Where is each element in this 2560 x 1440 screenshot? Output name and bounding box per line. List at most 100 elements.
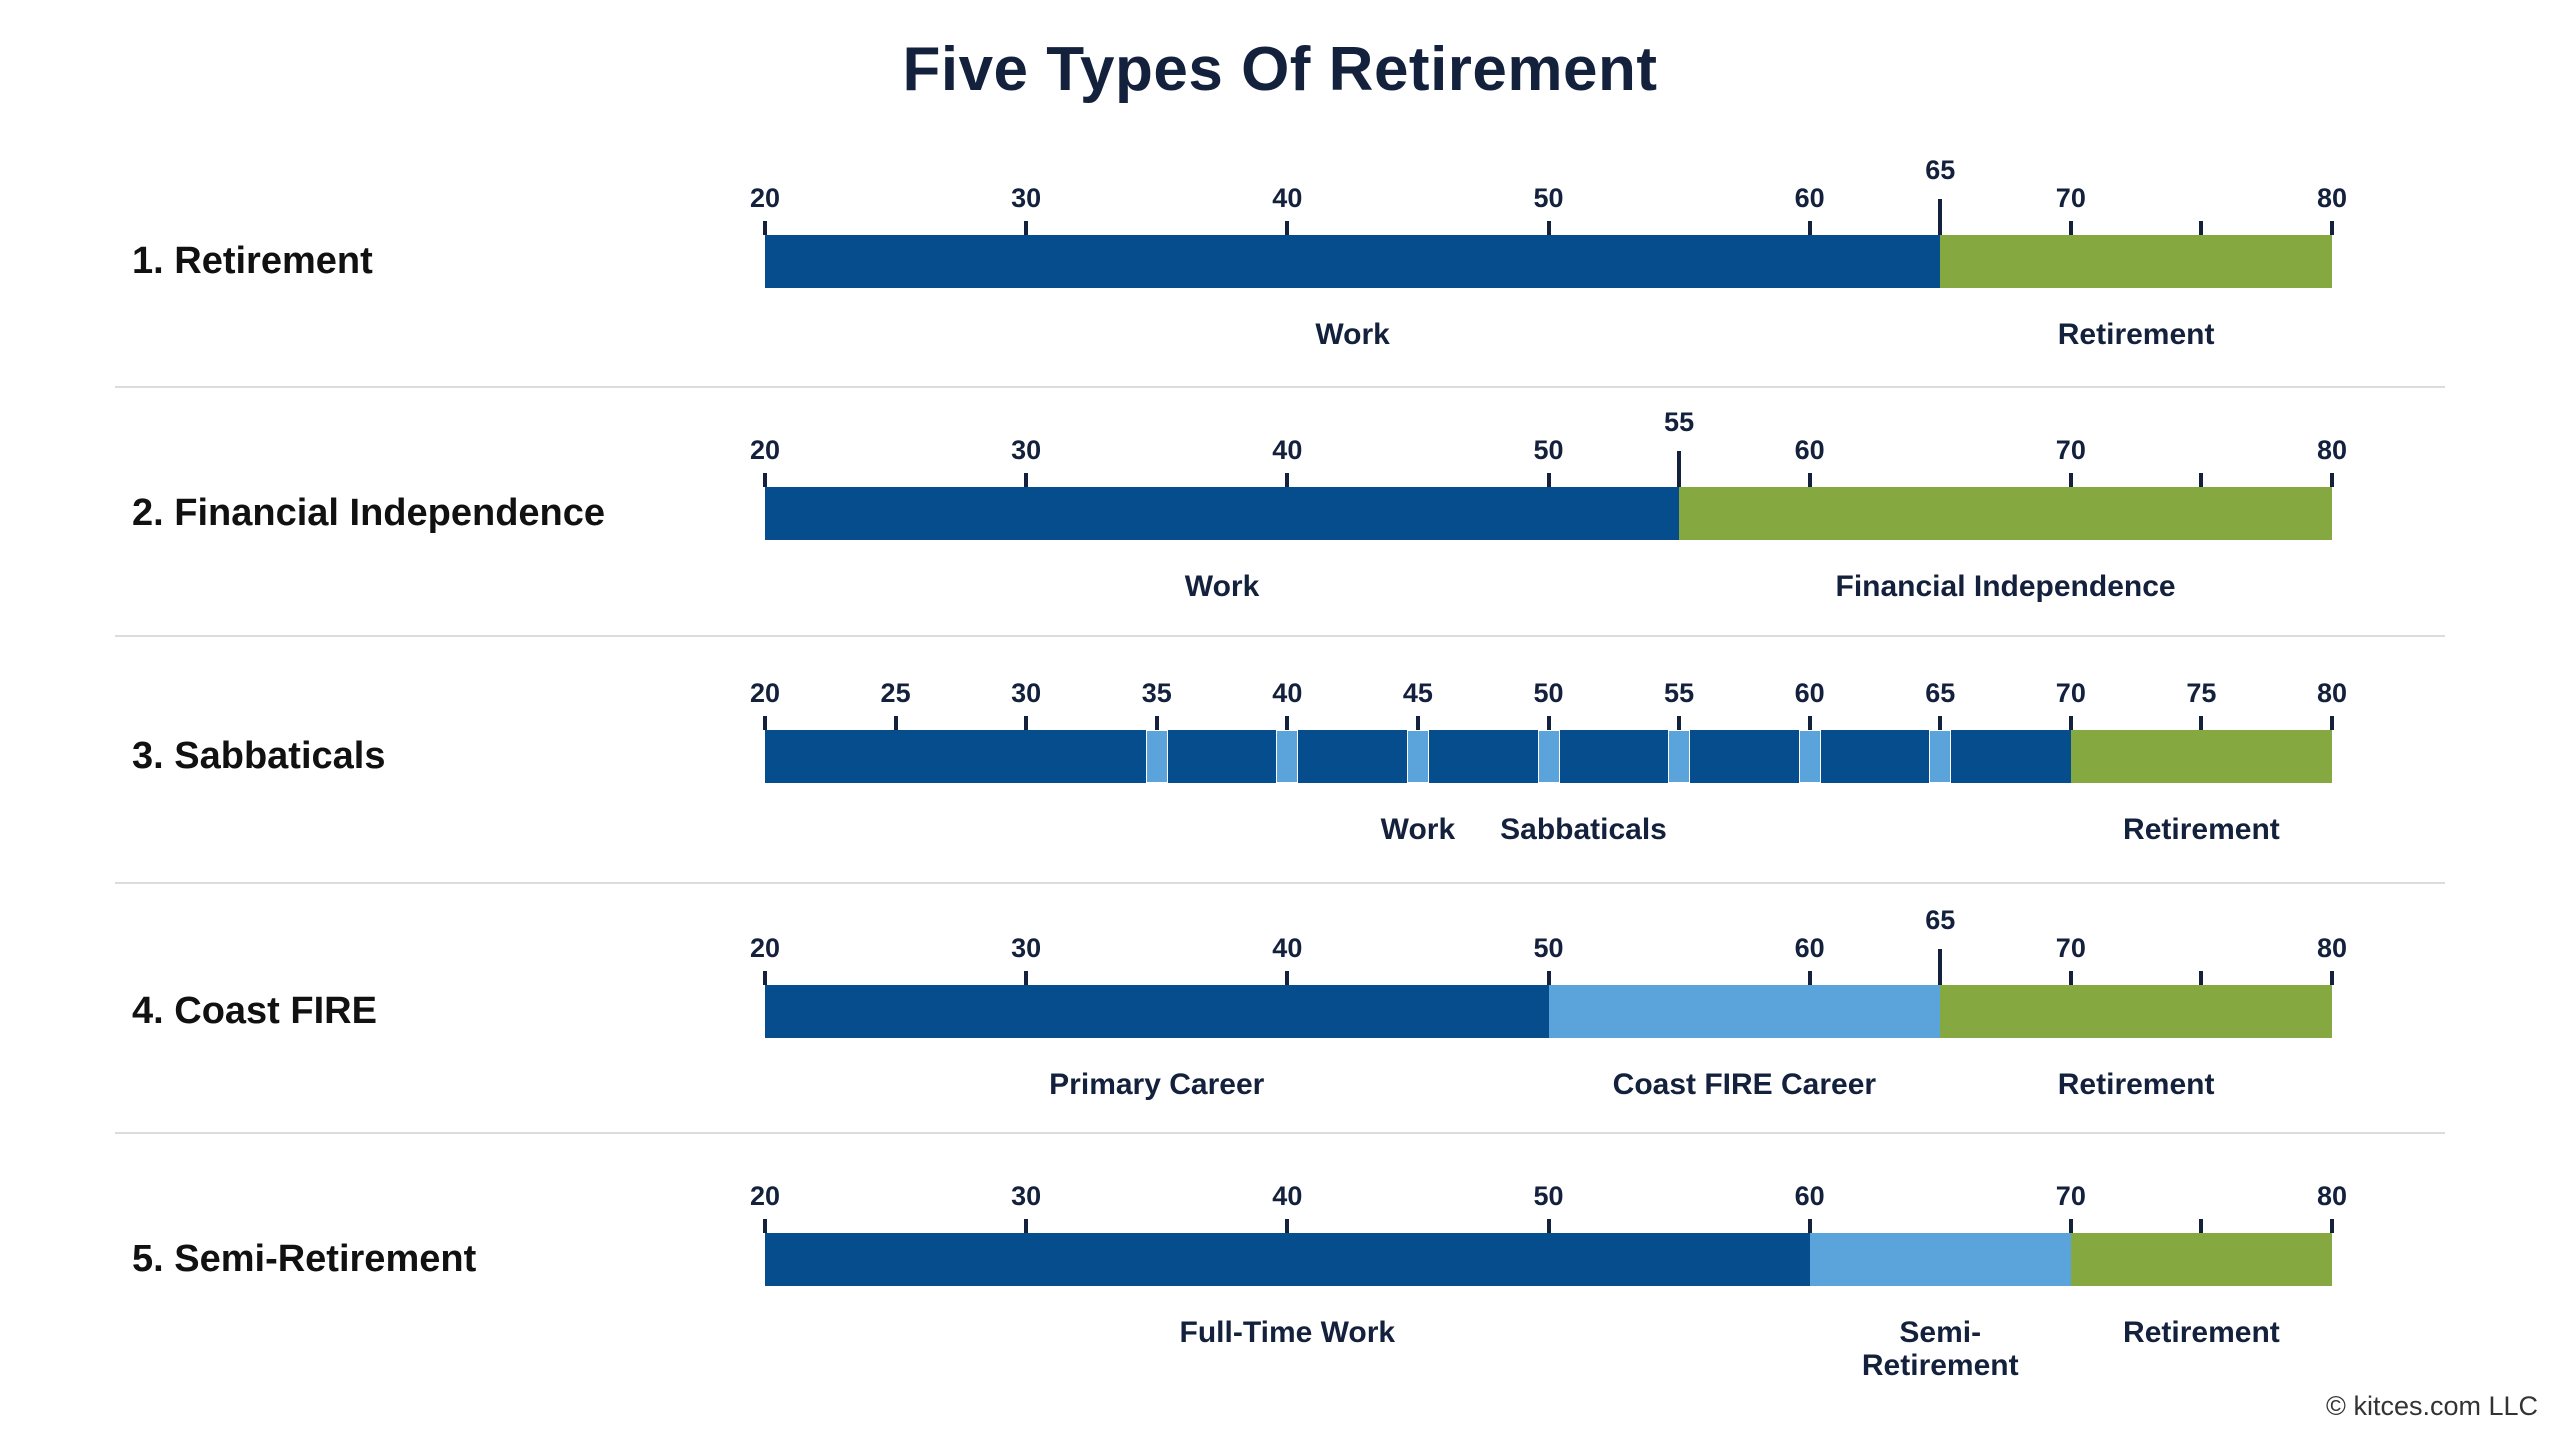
tick-mark bbox=[1024, 221, 1029, 235]
tick-mark bbox=[1546, 473, 1551, 487]
tick-mark bbox=[763, 1219, 767, 1233]
timeline-segment bbox=[2070, 730, 2332, 783]
milestone-label: 65 bbox=[1925, 155, 1956, 185]
tick-mark bbox=[1285, 1219, 1290, 1233]
sabbatical-block bbox=[1276, 730, 1299, 783]
segment-label: Retirement bbox=[2123, 1316, 2280, 1349]
tick-mark bbox=[763, 473, 767, 487]
timeline-segment bbox=[1809, 1233, 2071, 1286]
tick-mark bbox=[1024, 971, 1029, 985]
tick-mark bbox=[1677, 716, 1682, 730]
minor-tick-mark bbox=[2199, 473, 2204, 487]
tick-mark bbox=[763, 971, 767, 985]
page-title: Five Types Of Retirement bbox=[902, 35, 1658, 104]
timeline-segment bbox=[1940, 235, 2332, 288]
segment-label: Full-Time Work bbox=[1179, 1316, 1396, 1349]
tick-label: 60 bbox=[1794, 183, 1825, 213]
timeline-segment bbox=[765, 1233, 1810, 1286]
tick-mark bbox=[2330, 971, 2334, 985]
tick-label: 20 bbox=[749, 678, 781, 708]
tick-mark bbox=[1546, 971, 1551, 985]
tick-mark bbox=[1285, 221, 1290, 235]
minor-tick-mark bbox=[2199, 221, 2204, 235]
sabbatical-block bbox=[1537, 730, 1560, 783]
sabbatical-block bbox=[1145, 730, 1168, 783]
tick-label: 20 bbox=[749, 933, 781, 963]
tick-mark bbox=[2068, 1219, 2073, 1233]
tick-label: 50 bbox=[1533, 678, 1564, 708]
segment-label: Semi- Retirement bbox=[1861, 1316, 2019, 1382]
tick-mark bbox=[1807, 716, 1812, 730]
tick-label: 80 bbox=[2316, 183, 2348, 213]
row-divider bbox=[115, 635, 2445, 637]
segment-label: Financial Independence bbox=[1835, 570, 2176, 603]
tick-mark bbox=[2330, 473, 2334, 487]
tick-mark bbox=[1546, 716, 1551, 730]
tick-label: 50 bbox=[1533, 435, 1564, 465]
tick-label: 30 bbox=[1011, 1181, 1042, 1211]
tick-label: 20 bbox=[749, 435, 781, 465]
tick-mark bbox=[1285, 971, 1290, 985]
tick-label: 30 bbox=[1011, 183, 1042, 213]
timeline-segment bbox=[1679, 487, 2332, 540]
timeline-segment bbox=[765, 487, 1680, 540]
row-divider bbox=[115, 882, 2445, 884]
segment-label: Primary Career bbox=[1049, 1068, 1265, 1101]
tick-label: 80 bbox=[2316, 435, 2348, 465]
tick-label: 60 bbox=[1794, 1181, 1825, 1211]
tick-mark bbox=[2330, 1219, 2334, 1233]
sabbaticals-label: Sabbaticals bbox=[1500, 813, 1667, 846]
tick-label: 40 bbox=[1272, 933, 1303, 963]
segment-label: Work bbox=[1315, 318, 1390, 351]
tick-label: 50 bbox=[1533, 183, 1564, 213]
tick-label: 25 bbox=[880, 678, 911, 708]
row-title: 5. Semi-Retirement bbox=[132, 1238, 477, 1280]
tick-mark bbox=[1807, 473, 1812, 487]
tick-label: 60 bbox=[1794, 678, 1825, 708]
sabbatical-block bbox=[1668, 730, 1691, 783]
tick-mark bbox=[1154, 716, 1159, 730]
tick-label: 55 bbox=[1664, 678, 1695, 708]
tick-label: 70 bbox=[2055, 183, 2086, 213]
tick-label: 60 bbox=[1794, 435, 1825, 465]
tick-mark bbox=[2199, 716, 2204, 730]
sabbatical-block bbox=[1798, 730, 1821, 783]
tick-label: 40 bbox=[1272, 1181, 1303, 1211]
tick-mark bbox=[2330, 221, 2334, 235]
tick-label: 80 bbox=[2316, 933, 2348, 963]
tick-mark bbox=[1938, 716, 1943, 730]
tick-mark bbox=[1024, 716, 1029, 730]
segment-label: Retirement bbox=[2123, 813, 2280, 846]
sabbatical-block bbox=[1929, 730, 1952, 783]
tick-mark bbox=[1807, 971, 1812, 985]
tick-label: 75 bbox=[2186, 678, 2217, 708]
tick-label: 40 bbox=[1272, 183, 1303, 213]
tick-label: 60 bbox=[1794, 933, 1825, 963]
tick-mark bbox=[1546, 221, 1551, 235]
tick-label: 80 bbox=[2316, 1181, 2348, 1211]
tick-mark bbox=[763, 716, 767, 730]
tick-mark bbox=[1807, 1219, 1812, 1233]
tick-label: 20 bbox=[749, 1181, 781, 1211]
tick-mark bbox=[1024, 473, 1029, 487]
tick-mark bbox=[1415, 716, 1420, 730]
tick-mark bbox=[1546, 1219, 1551, 1233]
tick-label: 45 bbox=[1402, 678, 1433, 708]
tick-label: 20 bbox=[749, 183, 781, 213]
row-divider bbox=[115, 386, 2445, 388]
segment-label: Work bbox=[1184, 570, 1260, 603]
tick-label: 40 bbox=[1272, 678, 1303, 708]
milestone-tick bbox=[1938, 949, 1943, 985]
tick-mark bbox=[2068, 473, 2073, 487]
sabbatical-block bbox=[1406, 730, 1429, 783]
tick-mark bbox=[2330, 716, 2334, 730]
tick-label: 30 bbox=[1011, 678, 1042, 708]
tick-mark bbox=[2068, 221, 2073, 235]
timeline-segment bbox=[1940, 985, 2332, 1038]
milestone-label: 65 bbox=[1925, 905, 1956, 935]
tick-label: 50 bbox=[1533, 1181, 1564, 1211]
milestone-label: 55 bbox=[1664, 407, 1695, 437]
tick-mark bbox=[1807, 221, 1812, 235]
timeline-segment bbox=[1548, 985, 1941, 1038]
row-title: 1. Retirement bbox=[132, 240, 373, 282]
